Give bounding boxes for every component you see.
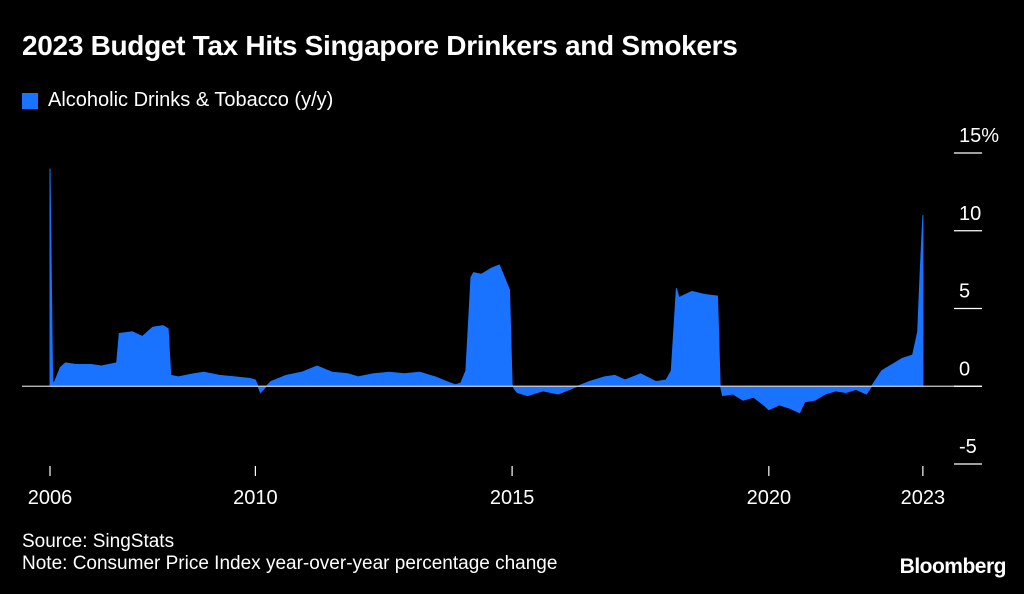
- bloomberg-logo: Bloomberg: [899, 555, 1007, 578]
- x-tick-label: 2023: [901, 487, 946, 509]
- legend: Alcoholic Drinks & Tobacco (y/y): [22, 89, 333, 112]
- footnote: Note: Consumer Price Index year-over-yea…: [22, 553, 558, 574]
- chart-title: 2023 Budget Tax Hits Singapore Drinkers …: [22, 30, 738, 61]
- x-tick-label: 2010: [233, 487, 278, 509]
- x-tick-label: 2015: [490, 487, 535, 509]
- y-tick-label: 0: [959, 358, 970, 380]
- legend-label: Alcoholic Drinks & Tobacco (y/y): [48, 89, 334, 111]
- y-tick-label: -5: [959, 436, 977, 458]
- y-tick-label: 10: [959, 203, 981, 225]
- x-tick-label: 2020: [747, 487, 792, 509]
- y-tick-label: 15%: [959, 125, 999, 147]
- source-note: Source: SingStats: [22, 531, 175, 552]
- series-area-alcoholic-drinks-tobacco: [49, 168, 924, 414]
- legend-swatch: [22, 92, 38, 109]
- x-tick-label: 2006: [28, 487, 73, 509]
- y-tick-label: 5: [959, 281, 970, 303]
